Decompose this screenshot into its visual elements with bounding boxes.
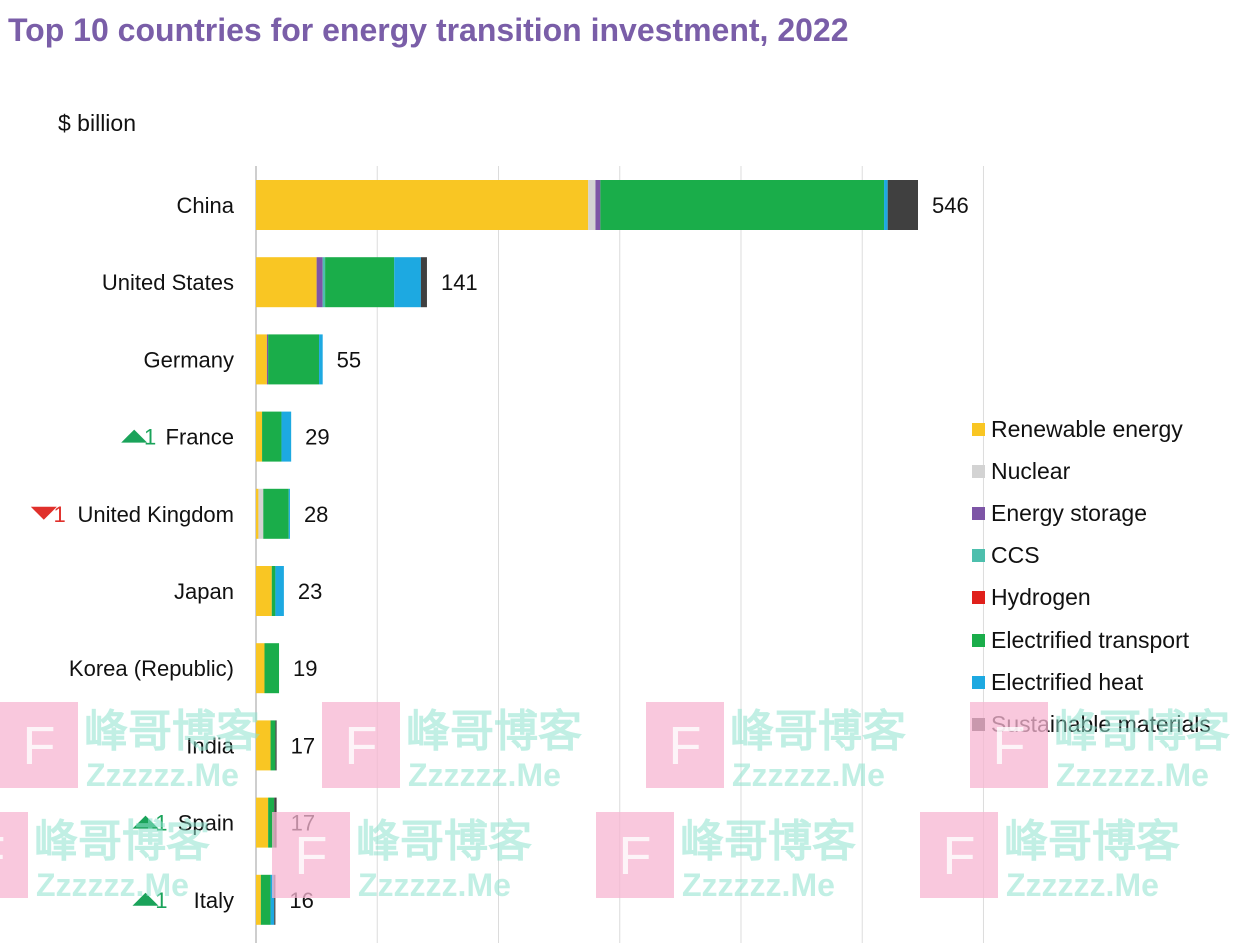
bar-segment: [263, 488, 289, 539]
legend-swatch: [972, 464, 985, 478]
bar-segment: [319, 334, 323, 385]
legend-swatch: [972, 549, 985, 563]
category-label: France: [166, 425, 234, 450]
legend-label: Hydrogen: [991, 584, 1091, 611]
bar-segment: [256, 257, 317, 308]
category-label: Korea (Republic): [69, 656, 234, 681]
bar-segment: [256, 411, 263, 462]
rank-up-arrow-icon: [132, 815, 159, 829]
bar-segment: [588, 180, 596, 230]
legend-item: CCS: [972, 535, 1211, 577]
bar-segment: [325, 257, 395, 308]
bar-total-label: 546: [932, 193, 969, 218]
legend-label: Nuclear: [991, 457, 1071, 484]
bar-segment: [274, 874, 276, 925]
category-label: Germany: [144, 347, 234, 372]
bar-segment: [260, 874, 271, 925]
category-label: China: [177, 193, 235, 218]
bar-total-label: 55: [337, 347, 361, 372]
bar-segment: [322, 257, 326, 308]
legend-item: Sustainable materials: [972, 703, 1211, 745]
bar-total-label: 141: [441, 270, 478, 295]
category-label: India: [186, 733, 234, 758]
rank-change-value: 1: [155, 811, 167, 836]
bar-segment: [887, 180, 918, 230]
bar-segment: [595, 180, 601, 230]
legend-item: Electrified transport: [972, 619, 1211, 661]
legend-swatch: [972, 506, 985, 520]
unit-label: $ billion: [58, 110, 136, 136]
legend-swatch: [972, 422, 985, 436]
rank-up-arrow-icon: [121, 429, 148, 443]
bar-segment: [256, 334, 267, 385]
legend-item: Renewable energy: [972, 408, 1211, 450]
chart-title: Top 10 countries for energy transition i…: [8, 12, 849, 48]
rank-up-arrow-icon: [132, 892, 159, 906]
category-label: United Kingdom: [77, 502, 234, 527]
legend-label: Renewable energy: [991, 415, 1183, 442]
legend-item: Nuclear: [972, 450, 1211, 492]
legend-swatch: [972, 717, 985, 731]
legend-label: CCS: [991, 542, 1040, 569]
category-label: Italy: [194, 888, 234, 913]
bar-segment: [256, 488, 259, 539]
rank-change-value: 1: [155, 888, 167, 913]
bar-total-label: 16: [289, 888, 313, 913]
bar-segment: [268, 334, 320, 385]
rank-change-value: 1: [54, 502, 66, 527]
bar-total-label: 29: [305, 425, 329, 450]
bar-segment: [256, 797, 269, 848]
category-label: United States: [102, 270, 234, 295]
rank-change-value: 1: [144, 425, 156, 450]
bar-segment: [288, 488, 290, 539]
bar-segment: [316, 257, 323, 308]
bar-segment: [274, 797, 277, 848]
rank-down-arrow-icon: [30, 506, 57, 520]
bar-segment: [271, 566, 276, 616]
bar-segment: [256, 180, 589, 230]
legend-label: Sustainable materials: [991, 710, 1211, 737]
legend-item: Energy storage: [972, 492, 1211, 534]
bar-total-label: 23: [298, 579, 322, 604]
bar-total-label: 28: [304, 502, 328, 527]
category-label: Japan: [174, 579, 234, 604]
bar-segment: [420, 257, 427, 308]
bar-total-label: 17: [291, 811, 315, 836]
bar-segment: [268, 797, 275, 848]
bar-segment: [258, 488, 264, 539]
legend-label: Energy storage: [991, 499, 1147, 526]
legend-swatch: [972, 633, 985, 647]
bar-segment: [275, 720, 277, 771]
bar-segment: [600, 180, 885, 230]
legend-item: Electrified heat: [972, 661, 1211, 703]
bar-segment: [256, 874, 261, 925]
bar-total-label: 19: [293, 656, 317, 681]
bar-segment: [262, 411, 282, 462]
legend-label: Electrified transport: [991, 626, 1190, 653]
category-label: Spain: [178, 811, 234, 836]
bar-segment: [266, 334, 269, 385]
bar-segment: [256, 566, 272, 616]
legend-swatch: [972, 591, 985, 605]
bar-segment: [264, 643, 280, 694]
bar-segment: [270, 874, 275, 925]
bar-segment: [256, 643, 265, 694]
legend-label: Electrified heat: [991, 668, 1144, 695]
bar-segment: [281, 411, 292, 462]
chart-legend: Renewable energy Nuclear Energy storage CCS…: [972, 408, 1211, 746]
bar-segment: [884, 180, 888, 230]
legend-item: Hydrogen: [972, 577, 1211, 619]
bar-segment: [394, 257, 421, 308]
bar-total-label: 17: [291, 733, 315, 758]
legend-swatch: [972, 675, 985, 689]
bar-segment: [256, 720, 271, 771]
bar-segment: [275, 566, 284, 616]
bar-segment: [270, 720, 276, 771]
